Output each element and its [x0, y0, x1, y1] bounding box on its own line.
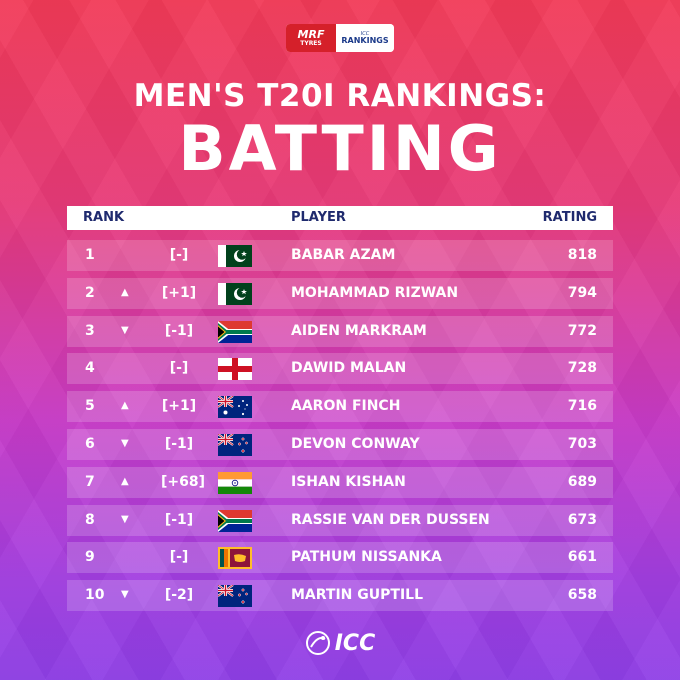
table-row: 5 ▲ [+1] AARON FINCH 716 [67, 391, 613, 423]
table-row: 1 [-] BABAR AZAM 818 [67, 240, 613, 271]
mrf-icc-rankings-logo: MRF TYRES ICC RANKINGS [286, 24, 394, 52]
up-arrow-icon: ▲ [121, 475, 129, 487]
rank-value: 5 [85, 398, 95, 415]
rank-change: [+1] [161, 398, 197, 415]
pakistan-flag [218, 245, 252, 267]
rank-header: RANK [83, 210, 125, 225]
table-header: RANK PLAYER RATING [67, 206, 613, 230]
rank-change: [-1] [164, 435, 194, 452]
rating-value: 818 [567, 247, 597, 263]
icc-globe-icon [305, 631, 330, 655]
rank-change: [+1] [161, 284, 197, 301]
table-row: 8 ▼ [-1] RASSIE VAN DER DUSSEN 673 [67, 504, 613, 536]
player-name: AARON FINCH [291, 398, 401, 415]
rank-value: 9 [85, 549, 95, 566]
australia-flag [218, 396, 252, 419]
mrf-tyres-logo: MRF TYRES [286, 24, 336, 52]
table-row: 9 [-] PATHUM NISSANKA 661 [67, 542, 613, 574]
down-arrow-icon: ▼ [121, 437, 129, 449]
rank-value: 10 [85, 587, 105, 604]
rank-value: 4 [85, 360, 95, 377]
down-arrow-icon: ▼ [121, 324, 129, 336]
player-name: MARTIN GUPTILL [291, 587, 423, 604]
table-row: 2 ▲ [+1] MOHAMMAD RIZWAN 794 [67, 277, 613, 309]
rank-change: [-1] [164, 511, 194, 528]
down-arrow-icon: ▼ [121, 513, 129, 525]
player-name: AIDEN MARKRAM [291, 322, 427, 339]
tyres-text: TYRES [300, 40, 322, 47]
england-flag [218, 358, 252, 381]
table-row: 6 ▼ [-1] DEVON CONWAY 703 [67, 428, 613, 460]
rank-change: [-] [169, 247, 189, 263]
south-africa-flag [218, 320, 252, 343]
rating-value: 728 [567, 360, 597, 377]
player-name: DEVON CONWAY [291, 435, 420, 452]
rating-value: 658 [567, 587, 597, 604]
table-row: 3 ▼ [-1] AIDEN MARKRAM 772 [67, 315, 613, 347]
mrf-text: MRF [297, 28, 325, 41]
rankings-table: 1 [-] BABAR AZAM 818 2 ▲ [+1] MOHAMMAD RIZWAN 79… [67, 240, 613, 618]
rank-value: 1 [85, 247, 95, 263]
rating-value: 716 [567, 398, 597, 415]
player-name: DAWID MALAN [291, 360, 407, 377]
player-name: ISHAN KISHAN [291, 473, 406, 490]
rating-header: RATING [542, 210, 597, 225]
rating-value: 703 [567, 435, 597, 452]
rank-change: [-] [169, 360, 189, 377]
player-name: PATHUM NISSANKA [291, 549, 442, 566]
player-name: MOHAMMAD RIZWAN [291, 284, 459, 301]
rank-value: 6 [85, 435, 95, 452]
player-header: PLAYER [291, 210, 346, 225]
rank-value: 8 [85, 511, 95, 528]
rating-value: 661 [567, 549, 597, 566]
rank-change: [-] [169, 549, 189, 566]
rank-change: [-1] [164, 322, 194, 339]
rating-value: 772 [567, 322, 597, 339]
rank-change: [+68] [161, 473, 206, 490]
rankings-text: RANKINGS [341, 35, 389, 45]
icc-small-text: ICC [360, 30, 370, 37]
title-line-2: BATTING [178, 112, 502, 185]
up-arrow-icon: ▲ [121, 286, 129, 298]
rank-value: 7 [85, 473, 95, 490]
icc-footer-text: ICC [334, 630, 376, 656]
rating-value: 794 [567, 284, 597, 301]
pakistan-flag [218, 282, 252, 305]
table-row: 10 ▼ [-2] MARTIN GUPTILL 658 [67, 580, 613, 612]
rank-value: 3 [85, 322, 95, 339]
title-line-1: MEN'S T20I RANKINGS: [133, 78, 547, 114]
down-arrow-icon: ▼ [121, 589, 129, 601]
player-name: RASSIE VAN DER DUSSEN [291, 511, 490, 528]
rank-change: [-2] [164, 587, 194, 604]
icc-rankings-logo: ICC RANKINGS [336, 24, 394, 52]
south-africa-flag [218, 509, 252, 532]
icc-footer-logo: ICC [0, 630, 680, 656]
table-row: 4 [-] DAWID MALAN 728 [67, 353, 613, 385]
player-name: BABAR AZAM [291, 247, 396, 263]
new-zealand-flag [218, 433, 252, 456]
rank-value: 2 [85, 284, 95, 301]
india-flag [218, 471, 252, 494]
up-arrow-icon: ▲ [121, 400, 129, 412]
sri-lanka-flag [218, 547, 252, 570]
rating-value: 673 [567, 511, 597, 528]
rating-value: 689 [567, 473, 597, 490]
table-row: 7 ▲ [+68] ISHAN KISHAN 689 [67, 466, 613, 498]
new-zealand-flag [218, 585, 252, 608]
